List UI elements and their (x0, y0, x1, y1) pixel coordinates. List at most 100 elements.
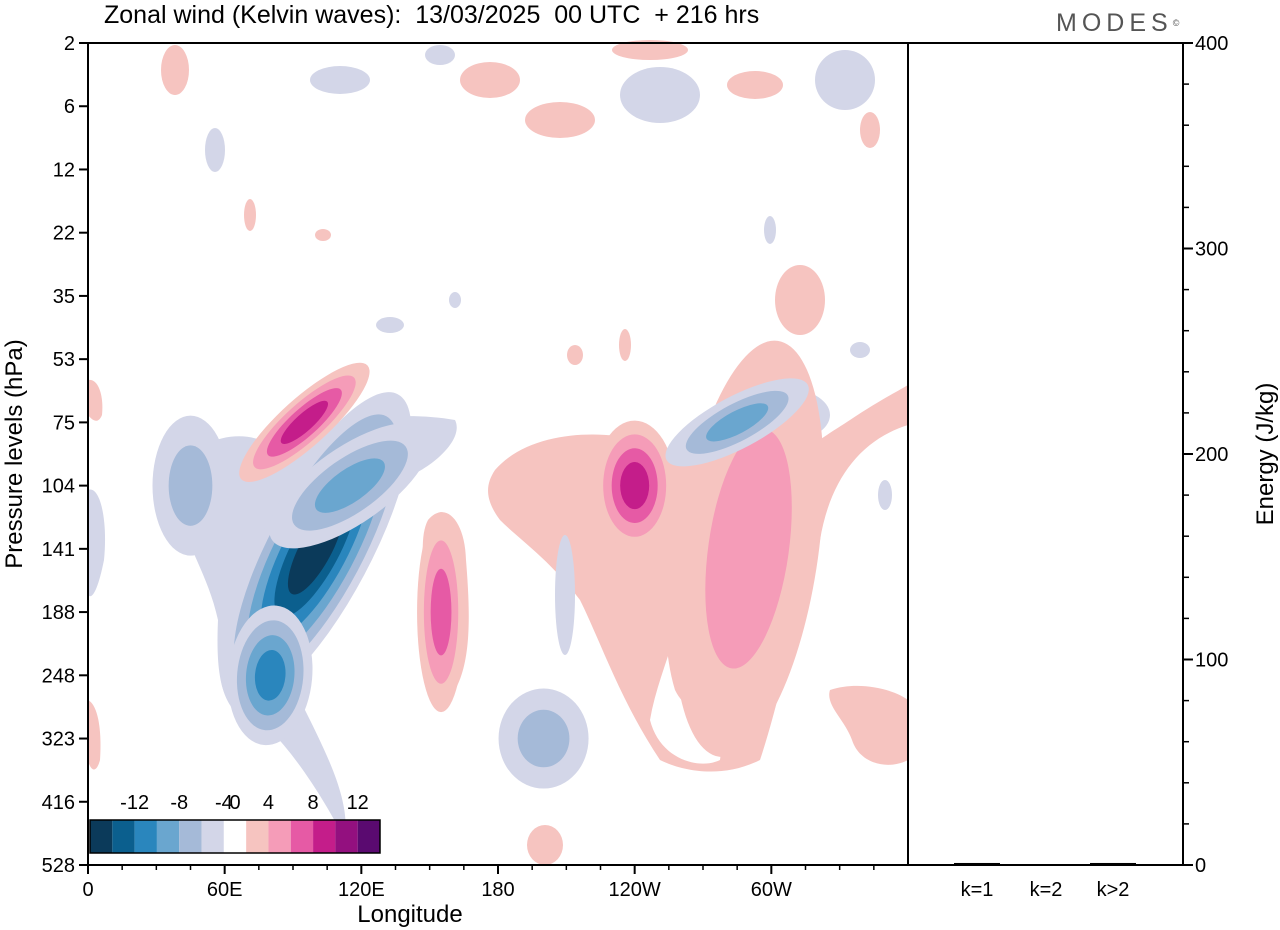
colorbar-segment (90, 820, 113, 853)
x-tick-label: 180 (481, 879, 514, 901)
contour-patch-18 (244, 199, 256, 231)
energy-bar (1090, 862, 1136, 865)
contour-positive-west-upper (88, 379, 103, 421)
contour-patch-11 (376, 317, 404, 333)
contour-negative-upper-band-3 (314, 458, 385, 513)
energy-tick-label: 0 (1195, 855, 1206, 877)
colorbar-label: -12 (120, 792, 149, 814)
y-tick-label: 35 (53, 286, 75, 308)
colorbar-segment (201, 820, 224, 853)
contour-patch-19 (527, 825, 563, 865)
contour-negative-west-edge (88, 489, 106, 597)
colorbar-segment (134, 820, 157, 853)
contour-negative-western-2 (168, 445, 213, 526)
wind-contours (88, 40, 908, 865)
colorbar-label: 4 (263, 792, 274, 814)
colorbar-segment (313, 820, 336, 853)
y-tick-label: 416 (42, 792, 75, 814)
contour-positive-east-lower (829, 685, 908, 765)
colorbar-frame (89, 819, 381, 854)
axes: 0 60E 120E 180 120W 60W Longitude 2 6 12 22 35 53 75 1… (1, 33, 1184, 928)
contour-patch-6 (310, 66, 370, 94)
y-tick-label: 53 (53, 349, 75, 371)
contour-patch-2 (460, 62, 520, 98)
contour-patch-7 (425, 45, 455, 65)
y-tick-label: 188 (42, 602, 75, 624)
energy-category-label: k>2 (1097, 879, 1130, 901)
y-tick-label: 248 (42, 665, 75, 687)
modes-logo: MODES© (1056, 9, 1180, 37)
colorbar: -12 -8 -40 4 8 12 (89, 792, 381, 854)
colorbar-label: -4 (215, 792, 233, 814)
colorbar-label: -8 (170, 792, 188, 814)
contour-patch-3 (612, 40, 688, 60)
contour-positive-160E-3 (430, 568, 452, 656)
y-tick-label: 2 (64, 33, 75, 55)
energy-tick-label: 300 (1195, 239, 1228, 261)
colorbar-label: 0 (229, 792, 240, 814)
colorbar-segment (179, 820, 202, 853)
y-tick-label: 6 (64, 96, 75, 118)
y-axis-title: Pressure levels (hPa) (1, 339, 28, 568)
y-tick-label: 528 (42, 855, 75, 877)
contour-patch-1 (525, 102, 595, 138)
x-tick-label: 120E (338, 879, 385, 901)
colorbar-segment (268, 820, 291, 853)
y-tick-label: 75 (53, 412, 75, 434)
contour-patch-4 (727, 71, 783, 99)
x-axis-title: Longitude (357, 901, 462, 928)
y-tick-label: 141 (42, 539, 75, 561)
colorbar-segment (246, 820, 269, 853)
y-tick-label: 323 (42, 729, 75, 751)
x-tick-label: 0 (82, 879, 93, 901)
contour-patch-22 (764, 216, 776, 244)
y-tick-label: 12 (53, 159, 75, 181)
energy-bar (954, 862, 1000, 865)
contour-patch-12 (449, 292, 461, 308)
contour-patch-5 (775, 265, 825, 335)
energy-category-label: k=1 (961, 879, 994, 901)
energy-tick-label: 100 (1195, 650, 1228, 672)
x-tick-label: 120W (609, 879, 661, 901)
energy-tick-label: 400 (1195, 33, 1228, 55)
contour-broad-negative (178, 416, 457, 840)
contour-patch-15 (878, 480, 892, 510)
colorbar-segment (335, 820, 358, 853)
colorbar-segment (223, 820, 247, 853)
contour-positive-eastern-2 (705, 429, 792, 669)
contour-positive-tilted-band-4 (280, 400, 329, 444)
chart-title: Zonal wind (Kelvin waves): 13/03/2025 00… (104, 1, 760, 29)
contour-patch-8 (620, 67, 700, 123)
contour-patch-14 (850, 342, 870, 358)
energy-axis-title: Energy (J/kg) (1252, 383, 1279, 526)
energy-bar (1023, 864, 1069, 866)
y-tick-label: 22 (53, 223, 75, 245)
x-tick-label: 60E (207, 879, 243, 901)
energy-category-label: k=2 (1030, 879, 1063, 901)
energy-tick-label: 200 (1195, 444, 1228, 466)
contour-patch-10 (205, 128, 225, 172)
contour-patch-9 (815, 50, 875, 110)
contour-negative-lower-160W-2 (517, 709, 570, 768)
contour-negative-tail-4 (254, 649, 286, 701)
colorbar-segment (290, 820, 314, 853)
contour-negative-60W-upper-3 (706, 403, 769, 442)
contour-patch-20 (567, 345, 583, 365)
colorbar-label: 12 (347, 792, 369, 814)
colorbar-label: 8 (308, 792, 319, 814)
contour-patch-17 (860, 112, 880, 148)
x-tick-label: 60W (751, 879, 792, 901)
contour-positive-120W-4 (620, 462, 650, 510)
contour-patch-23 (315, 229, 331, 241)
contour-patch-21 (619, 329, 631, 361)
energy-panel: 0 100 200 300 400 Energy (J/kg) k=1 k=2 k>2 (954, 33, 1279, 901)
contour-patch-16 (555, 535, 575, 655)
colorbar-segment (156, 820, 180, 853)
colorbar-segment (357, 820, 380, 853)
contour-positive-west-lower (88, 700, 101, 770)
energy-frame (907, 42, 1184, 866)
contour-patch-0 (161, 45, 189, 95)
colorbar-segment (112, 820, 135, 853)
y-tick-label: 104 (42, 476, 75, 498)
